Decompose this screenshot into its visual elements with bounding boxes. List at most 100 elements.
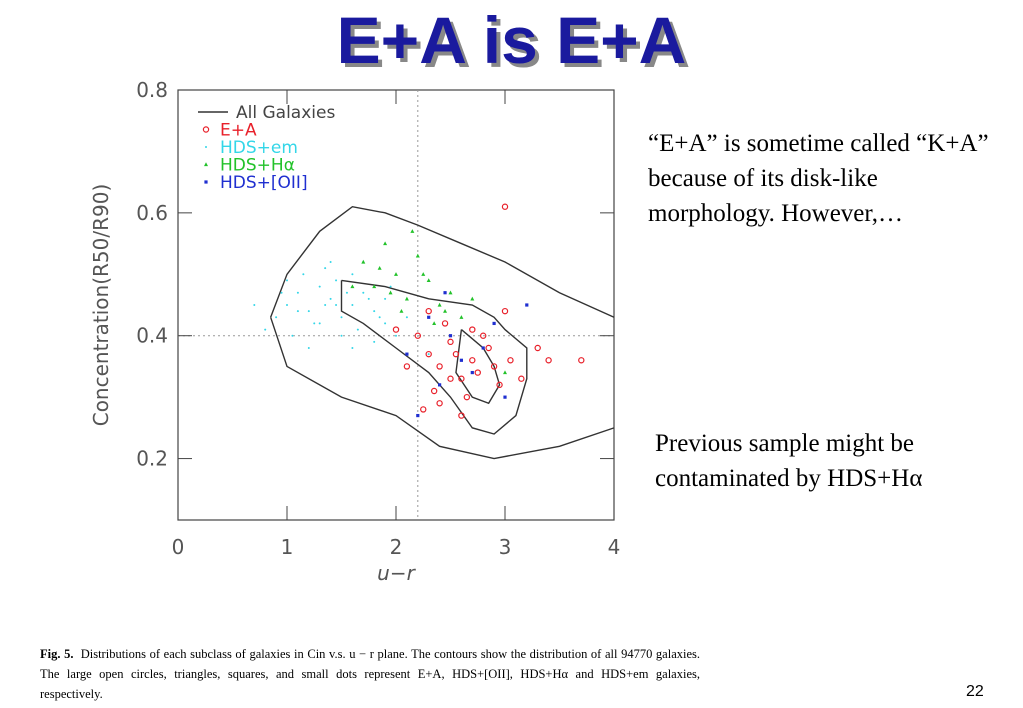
contour (340, 279, 528, 435)
legend-label: HDS+Hα (220, 156, 295, 176)
x-tick-label: 2 (390, 535, 403, 559)
point-e-a (436, 363, 443, 370)
point (443, 291, 447, 295)
point (345, 291, 348, 294)
point (432, 321, 437, 326)
point (395, 334, 397, 337)
point (388, 290, 393, 295)
point (280, 291, 283, 294)
point (324, 304, 327, 306)
point-e-a (578, 357, 585, 364)
point (405, 352, 409, 356)
point-e-a (447, 338, 454, 346)
contour (269, 205, 615, 318)
point (415, 253, 420, 258)
y-tick-label: 0.4 (136, 324, 168, 348)
point-e-a (545, 357, 552, 364)
point (351, 273, 354, 276)
point (324, 267, 327, 270)
point (307, 310, 310, 313)
point (286, 279, 288, 282)
point (404, 296, 409, 301)
point (426, 278, 431, 283)
point (394, 272, 398, 276)
point-e-a (392, 326, 400, 333)
point (459, 358, 463, 362)
point-e-a (425, 307, 432, 315)
text-block: Previous sample might be contaminated by… (655, 430, 923, 492)
point (410, 229, 415, 233)
point-e-a (480, 332, 487, 339)
point (399, 308, 404, 313)
point (318, 322, 321, 325)
point (335, 304, 338, 306)
x-tick-label: 1 (281, 535, 294, 559)
point (362, 291, 365, 294)
point (427, 353, 430, 356)
x-tick-label: 4 (608, 535, 621, 559)
point-e-a (485, 344, 492, 352)
point (438, 383, 442, 387)
point (389, 285, 392, 288)
chart: 0.2 0.4 0.6 0.8 0 1 2 3 4 u−r Concentration(R50/R9… (89, 78, 621, 585)
point (340, 316, 343, 319)
point (416, 413, 420, 418)
point (356, 328, 359, 331)
point (384, 297, 387, 300)
figure-caption: Fig. 5. Distributions of each subclass o… (40, 644, 700, 704)
point-e-a (458, 375, 465, 382)
point (329, 297, 332, 300)
point (405, 316, 408, 319)
legend-swatch (205, 146, 207, 148)
point (351, 347, 354, 349)
y-axis-label: Concentration(R50/R90) (89, 184, 113, 427)
point (296, 310, 299, 313)
point (378, 316, 381, 319)
point (437, 302, 442, 307)
point (503, 370, 507, 375)
point (443, 308, 448, 313)
point-e-a (458, 412, 465, 419)
point-e-a (463, 393, 471, 401)
point (492, 321, 496, 326)
point-e-a (496, 381, 503, 389)
point (275, 316, 278, 319)
point (286, 304, 288, 306)
y-tick-label: 0.2 (136, 447, 168, 471)
point (318, 285, 321, 288)
point (427, 315, 431, 319)
point-e-a (441, 320, 449, 327)
point (373, 340, 376, 343)
contour (269, 317, 615, 460)
point-e-a (507, 357, 514, 364)
legend-label: All Galaxies (236, 103, 335, 123)
point (351, 304, 354, 306)
caption-label: Fig. 5. (40, 647, 74, 661)
x-axis-label: u−r (377, 561, 416, 585)
point-e-a (436, 400, 443, 407)
legend-label: HDS+[OII] (220, 173, 308, 193)
point (470, 370, 474, 375)
point (340, 334, 343, 337)
point (350, 284, 355, 289)
point-e-a (490, 363, 498, 370)
point (373, 310, 376, 313)
x-tick-label: 3 (499, 535, 512, 559)
point-e-a (518, 375, 525, 382)
point-e-a (425, 350, 432, 358)
point-e-a (447, 375, 454, 382)
point (372, 284, 377, 289)
y-tick-label: 0.6 (136, 201, 168, 225)
point (253, 304, 256, 306)
point-e-a (534, 344, 541, 352)
point (525, 303, 529, 307)
contour (455, 329, 501, 405)
point (459, 315, 464, 319)
legend-swatch (202, 126, 210, 133)
legend-swatch (204, 162, 208, 167)
caption-text: Distributions of each subclass of galaxi… (40, 647, 701, 701)
point (296, 291, 299, 294)
point (448, 290, 453, 295)
legend-label: E+A (220, 121, 257, 141)
